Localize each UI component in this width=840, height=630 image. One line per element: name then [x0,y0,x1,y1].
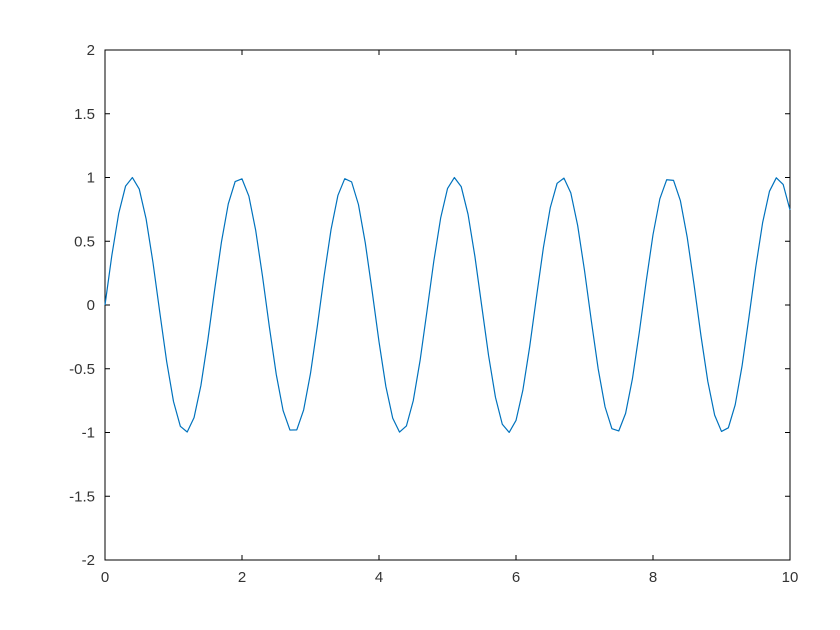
y-tick-label: -1.5 [69,488,95,505]
x-tick-label: 6 [512,569,520,586]
chart-svg: 0 2 4 6 8 10 -2 -1.5 -1 -0.5 0 0.5 1 1.5 2 [0,0,840,630]
line-chart: 0 2 4 6 8 10 -2 -1.5 -1 -0.5 0 0.5 1 1.5 2 [0,0,840,630]
y-tick-label: 0.5 [74,233,95,250]
y-tick-label: 1.5 [74,106,95,123]
x-tick-label: 10 [782,569,799,586]
y-tick-label: -1 [82,425,95,442]
y-tick-label: -0.5 [69,361,95,378]
y-tick-label: 0 [87,297,95,314]
x-tick-label: 2 [238,569,246,586]
y-tick-label: 1 [87,170,95,187]
x-tick-label: 8 [649,569,657,586]
y-tick-label: -2 [82,552,95,569]
y-tick-label: 2 [87,42,95,59]
x-tick-label: 4 [375,569,383,586]
x-tick-label: 0 [101,569,109,586]
